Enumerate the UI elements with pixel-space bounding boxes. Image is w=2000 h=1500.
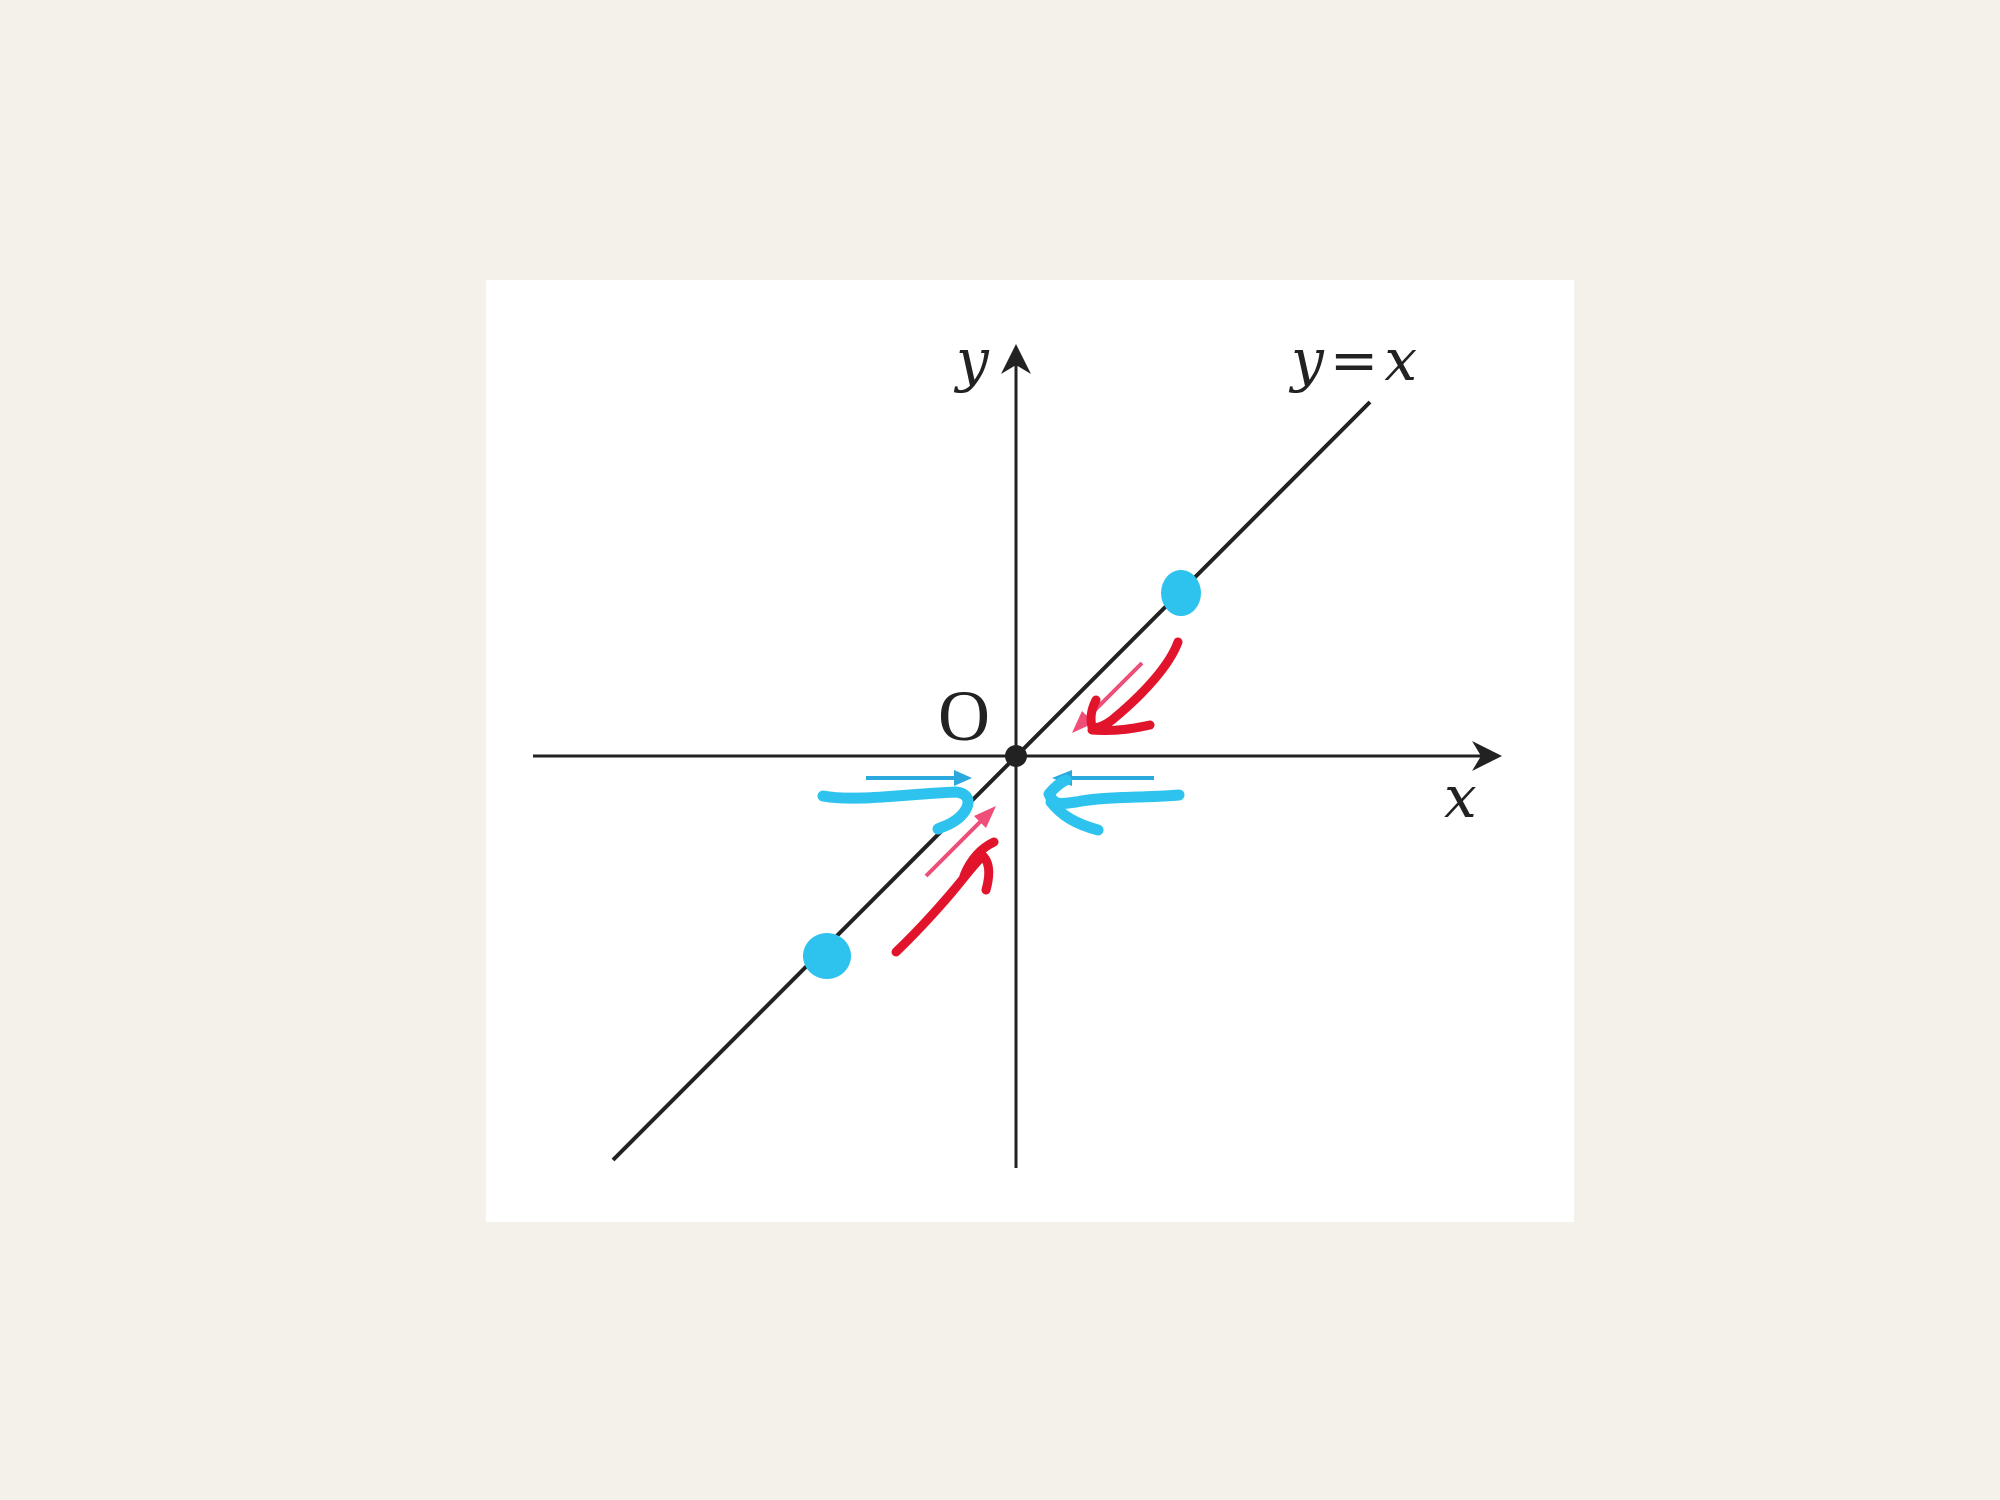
blue-point-upper xyxy=(1161,570,1201,616)
line-y-equals-x xyxy=(611,400,1372,1162)
origin-label: O xyxy=(938,676,990,756)
origin-dot xyxy=(1005,745,1027,767)
x-axis-label: x xyxy=(1444,763,1477,831)
diagram-panel: y x O y=x xyxy=(486,280,1574,1222)
coordinate-diagram: y x O y=x xyxy=(533,326,1502,1168)
red-arrow-upper-icon xyxy=(1072,637,1183,735)
blue-point-lower xyxy=(803,933,851,979)
blue-arrow-right-icon xyxy=(1043,770,1185,836)
y-axis-label: y xyxy=(953,326,990,394)
blue-arrow-left-icon xyxy=(817,770,974,835)
line-equation-label: y=x xyxy=(1288,326,1423,394)
red-arrow-lower-icon xyxy=(891,806,999,957)
